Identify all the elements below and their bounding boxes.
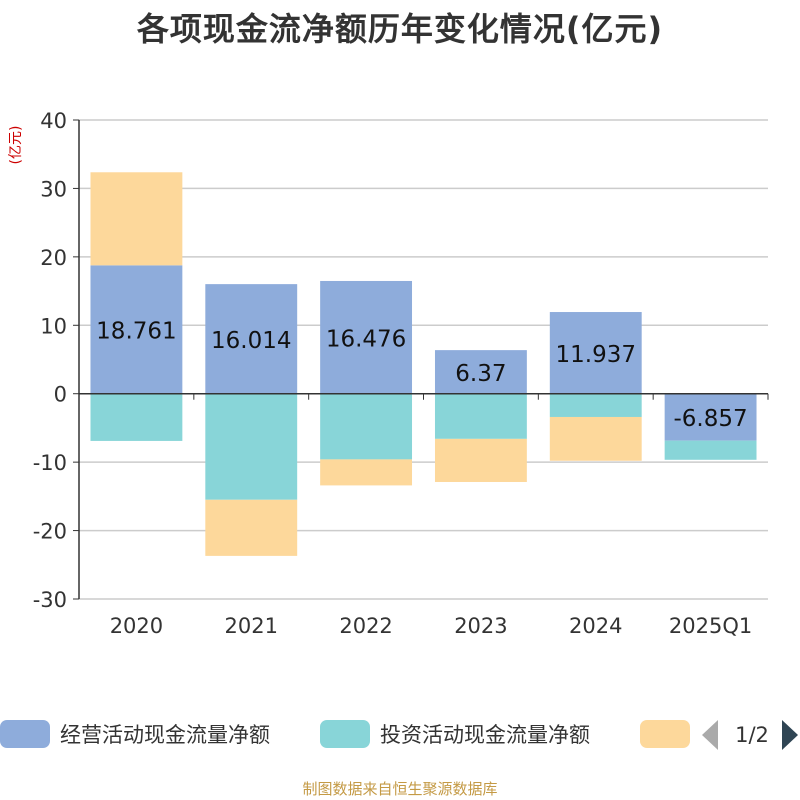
legend-page-indicator: 1/2 bbox=[735, 723, 769, 747]
y-tick-label: -30 bbox=[33, 588, 67, 612]
chart-title: 各项现金流净额历年变化情况(亿元) bbox=[136, 10, 664, 48]
y-tick-label: 30 bbox=[40, 177, 67, 201]
legend-prev-page-icon[interactable] bbox=[702, 720, 718, 750]
x-tick-label: 2022 bbox=[339, 614, 392, 638]
y-tick-label: -20 bbox=[33, 520, 67, 544]
bar-series2-2022 bbox=[320, 393, 413, 460]
data-label: -6.857 bbox=[674, 406, 748, 432]
x-tick-label: 2023 bbox=[454, 614, 507, 638]
data-label: 11.937 bbox=[556, 342, 636, 368]
bar-series3-2020 bbox=[90, 172, 183, 266]
legend-swatch-1 bbox=[0, 720, 50, 748]
bar-series1-2025Q1 bbox=[664, 393, 757, 441]
bar-series2-2021 bbox=[205, 393, 298, 500]
y-tick-label: 0 bbox=[54, 383, 67, 407]
bar-series3-2024 bbox=[549, 416, 642, 461]
bar-series3-2022 bbox=[320, 459, 413, 486]
bar-series1-2021 bbox=[205, 284, 298, 394]
x-tick-label: 2024 bbox=[569, 614, 622, 638]
legend: 经营活动现金流量净额 投资活动现金流量净额 1/2 bbox=[0, 720, 798, 750]
data-label: 16.476 bbox=[326, 326, 406, 352]
bar-series2-2020 bbox=[90, 393, 183, 441]
data-labels: 18.761 16.014 16.476 6.37 11.937 -6.857 bbox=[96, 319, 747, 433]
y-tick-label: -10 bbox=[33, 451, 67, 475]
legend-label-1: 经营活动现金流量净额 bbox=[60, 723, 270, 747]
bar-series1-2022 bbox=[320, 280, 413, 394]
x-tick-label: 2021 bbox=[225, 614, 278, 638]
bar-series1-2023 bbox=[434, 350, 527, 394]
y-axis-unit-label: (亿元) bbox=[8, 126, 24, 165]
x-tick-label: 2020 bbox=[110, 614, 163, 638]
x-tick-label: 2025Q1 bbox=[669, 614, 752, 638]
source-note: 制图数据来自恒生聚源数据库 bbox=[302, 780, 498, 798]
bar-series2-2025Q1 bbox=[664, 440, 757, 460]
data-label: 18.761 bbox=[96, 319, 176, 345]
legend-next-page-icon[interactable] bbox=[782, 720, 798, 750]
grid-lines bbox=[79, 119, 768, 600]
data-label: 16.014 bbox=[211, 328, 291, 354]
y-tick-label: 10 bbox=[40, 314, 67, 338]
bar-series1-2024 bbox=[549, 312, 642, 394]
axes: -30 -20 -10 0 10 20 30 40 2020 2021 2022 2023 2024 20… bbox=[33, 109, 769, 638]
bars bbox=[90, 172, 757, 556]
legend-swatch-2 bbox=[320, 720, 370, 748]
legend-label-2: 投资活动现金流量净额 bbox=[380, 723, 590, 747]
data-label: 6.37 bbox=[455, 361, 506, 387]
bar-series2-2023 bbox=[434, 393, 527, 439]
y-tick-label: 20 bbox=[40, 246, 67, 270]
bar-series2-2024 bbox=[549, 393, 642, 417]
bar-series3-2023 bbox=[434, 438, 527, 482]
legend-swatch-3 bbox=[640, 720, 690, 748]
bar-series1-2020 bbox=[90, 265, 183, 394]
y-tick-label: 40 bbox=[40, 109, 67, 133]
bar-series3-2021 bbox=[205, 499, 298, 556]
